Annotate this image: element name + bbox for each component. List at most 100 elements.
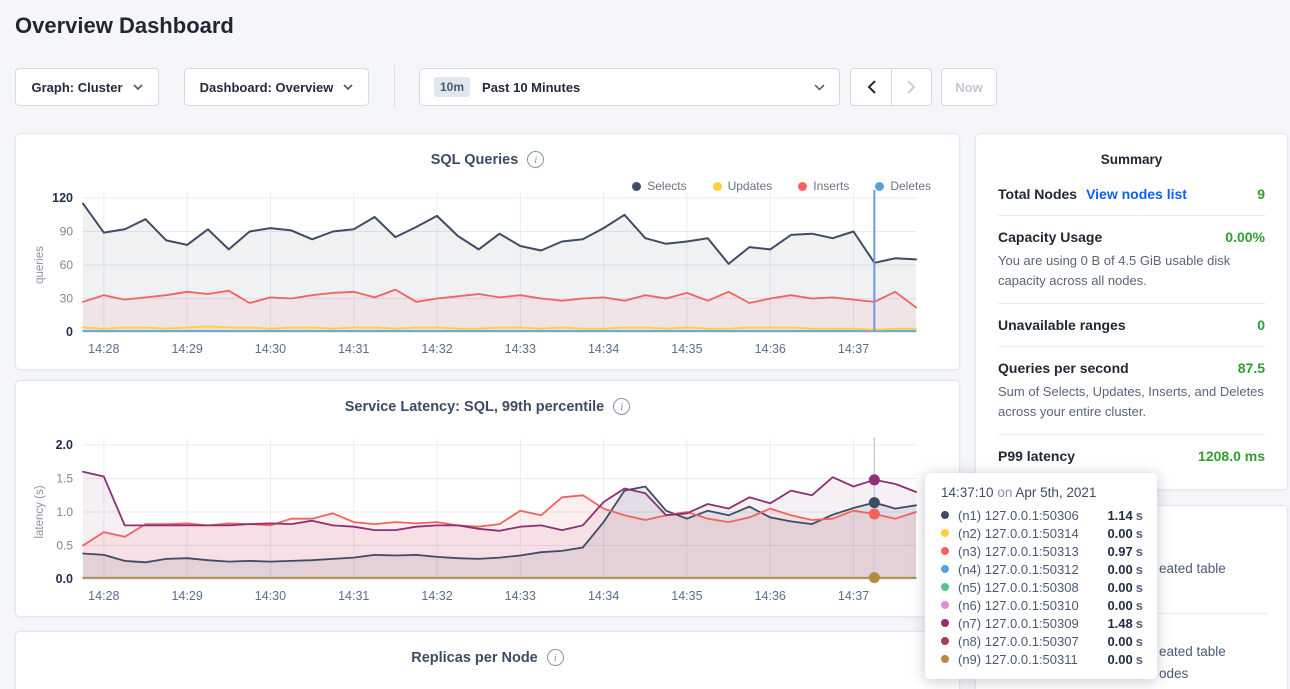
svg-text:90: 90 xyxy=(60,225,74,239)
tooltip-row: (n2) 127.0.0.1:50314 0.00 s xyxy=(941,524,1143,542)
summary-item-value: 1208.0 ms xyxy=(1198,448,1265,464)
tooltip-node-value: 0.00 xyxy=(1107,561,1133,577)
svg-text:0: 0 xyxy=(66,325,73,339)
summary-item-label: P99 latency xyxy=(998,448,1076,464)
event-text-fragment: odes xyxy=(1159,666,1189,681)
chevron-down-icon xyxy=(343,84,353,90)
tooltip-node-label: (n4) 127.0.0.1:50312 xyxy=(958,561,1079,577)
page-title: Overview Dashboard xyxy=(15,13,234,38)
tooltip-node-value: 0.97 xyxy=(1107,543,1133,559)
tooltip-row: (n3) 127.0.0.1:50313 0.97 s xyxy=(941,542,1143,560)
node-color-dot-icon xyxy=(941,619,949,627)
svg-text:14:34: 14:34 xyxy=(588,589,619,603)
toolbar-divider xyxy=(394,66,395,108)
time-back-button[interactable] xyxy=(851,69,891,105)
tooltip-node-unit: s xyxy=(1135,633,1143,649)
chart-hover-tooltip: 14:37:10 on Apr 5th, 2021 (n1) 127.0.0.1… xyxy=(925,473,1157,679)
legend-label: Deletes xyxy=(890,179,931,193)
tooltip-node-label: (n8) 127.0.0.1:50307 xyxy=(958,633,1079,649)
chevron-down-icon xyxy=(132,84,143,90)
summary-item-value: 0 xyxy=(1257,317,1265,333)
service-latency-title-row: Service Latency: SQL, 99th percentile i xyxy=(16,398,959,415)
summary-item-label: Total Nodes xyxy=(998,186,1078,202)
legend-item-deletes[interactable]: Deletes xyxy=(875,179,931,193)
svg-text:14:28: 14:28 xyxy=(88,342,119,356)
svg-text:14:29: 14:29 xyxy=(171,342,202,356)
tooltip-node-value: 1.14 xyxy=(1107,507,1133,523)
node-color-dot-icon xyxy=(941,511,949,519)
svg-text:14:31: 14:31 xyxy=(338,589,369,603)
replicas-title-row: Replicas per Node i xyxy=(16,649,959,666)
tooltip-node-unit: s xyxy=(1135,579,1143,595)
tooltip-node-unit: s xyxy=(1135,651,1143,667)
summary-item-label: Queries per second xyxy=(998,360,1129,376)
graph-dropdown[interactable]: Graph: Cluster xyxy=(15,68,159,106)
summary-panel: Summary Total Nodes View nodes list 9 Capac… xyxy=(975,133,1288,490)
legend-label: Updates xyxy=(727,179,773,193)
info-icon[interactable]: i xyxy=(546,649,564,666)
summary-item-value: 0.00% xyxy=(1225,229,1265,245)
now-button[interactable]: Now xyxy=(941,68,997,106)
event-text-fragment: eated table xyxy=(1159,644,1226,659)
summary-item-label: Capacity Usage xyxy=(998,229,1103,245)
replicas-title: Replicas per Node xyxy=(411,649,538,666)
summary-item: Total Nodes View nodes list 9 xyxy=(998,173,1265,216)
summary-item: Capacity Usage 0.00% You are using 0 B of … xyxy=(998,216,1265,304)
legend-dot-icon xyxy=(875,181,885,191)
tooltip-node-unit: s xyxy=(1135,525,1143,541)
time-forward-button[interactable] xyxy=(891,69,931,105)
tooltip-node-unit: s xyxy=(1135,543,1143,559)
svg-text:60: 60 xyxy=(60,258,74,272)
svg-text:30: 30 xyxy=(60,292,74,306)
svg-text:1.0: 1.0 xyxy=(56,505,73,519)
summary-item: Unavailable ranges 0 xyxy=(998,304,1265,347)
svg-text:0.0: 0.0 xyxy=(56,572,73,586)
tooltip-node-unit: s xyxy=(1135,561,1143,577)
info-icon[interactable]: i xyxy=(527,151,545,168)
svg-text:14:36: 14:36 xyxy=(755,342,786,356)
summary-list: Total Nodes View nodes list 9 Capacity Usag… xyxy=(976,167,1287,477)
node-color-dot-icon xyxy=(941,655,949,663)
node-color-dot-icon xyxy=(941,565,949,573)
tooltip-node-label: (n3) 127.0.0.1:50313 xyxy=(958,543,1079,559)
sql-queries-legend: Selects Updates Inserts Deletes xyxy=(632,179,931,193)
tooltip-node-label: (n9) 127.0.0.1:50311 xyxy=(958,651,1078,667)
sql-queries-chart[interactable]: 0 30 60 90 120 14:28 14:29 14:30 14:31 14:32 14:33… xyxy=(31,182,946,367)
view-nodes-link[interactable]: View nodes list xyxy=(1086,186,1187,202)
now-button-label: Now xyxy=(955,79,983,95)
time-range-dropdown[interactable]: 10m Past 10 Minutes xyxy=(419,68,840,106)
svg-text:14:35: 14:35 xyxy=(671,589,702,603)
tooltip-node-label: (n5) 127.0.0.1:50308 xyxy=(958,579,1079,595)
svg-text:14:37: 14:37 xyxy=(838,342,869,356)
svg-text:queries: queries xyxy=(34,246,46,284)
summary-item-label: Unavailable ranges xyxy=(998,317,1126,333)
tooltip-node-label: (n7) 127.0.0.1:50309 xyxy=(958,615,1079,631)
legend-item-selects[interactable]: Selects xyxy=(632,179,687,193)
node-color-dot-icon xyxy=(941,601,949,609)
service-latency-chart[interactable]: 0.0 0.5 1.0 1.5 2.0 14:28 14:29 14:30 14:31 14:32… xyxy=(31,429,946,614)
tooltip-timestamp: 14:37:10 on Apr 5th, 2021 xyxy=(941,485,1143,500)
chevron-left-icon xyxy=(867,80,876,94)
legend-label: Inserts xyxy=(813,179,850,193)
tooltip-node-unit: s xyxy=(1135,507,1143,523)
legend-item-inserts[interactable]: Inserts xyxy=(798,179,849,193)
svg-text:14:32: 14:32 xyxy=(421,589,452,603)
node-color-dot-icon xyxy=(941,637,949,645)
svg-text:1.5: 1.5 xyxy=(56,472,73,486)
info-icon[interactable]: i xyxy=(613,398,631,415)
tooltip-row: (n8) 127.0.0.1:50307 0.00 s xyxy=(941,632,1143,650)
tooltip-node-unit: s xyxy=(1135,597,1143,613)
event-text-fragment: eated table xyxy=(1159,561,1226,576)
node-color-dot-icon xyxy=(941,547,949,555)
legend-item-updates[interactable]: Updates xyxy=(712,179,773,193)
node-color-dot-icon xyxy=(941,583,949,591)
dashboard-dropdown[interactable]: Dashboard: Overview xyxy=(184,68,369,106)
summary-item-head: P99 latency 1208.0 ms xyxy=(998,448,1265,464)
svg-text:2.0: 2.0 xyxy=(56,438,73,452)
tooltip-date: Apr 5th, 2021 xyxy=(1015,485,1097,500)
tooltip-node-value: 0.00 xyxy=(1107,633,1133,649)
svg-text:14:31: 14:31 xyxy=(338,342,369,356)
tooltip-node-unit: s xyxy=(1135,615,1143,631)
summary-item: P99 latency 1208.0 ms xyxy=(998,435,1265,477)
